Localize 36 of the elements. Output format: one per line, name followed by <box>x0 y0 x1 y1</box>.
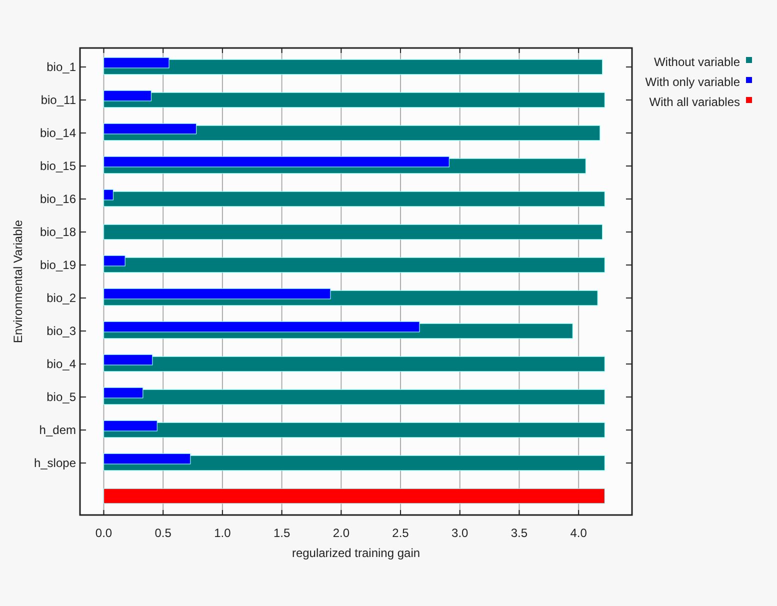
y-tick-label: bio_19 <box>40 258 76 272</box>
y-tick-label: bio_1 <box>46 60 76 74</box>
x-axis-title: regularized training gain <box>292 546 420 560</box>
y-tick-label: bio_18 <box>40 224 76 239</box>
x-tick-label: 0.0 <box>95 526 112 540</box>
x-tick-label: 3.0 <box>452 526 469 540</box>
bar <box>103 356 605 372</box>
legend-label: With only variable <box>645 75 740 89</box>
x-tick-label: 2.5 <box>392 526 410 540</box>
y-tick-label: bio_14 <box>40 126 76 140</box>
y-tick-label: bio_2 <box>46 291 76 305</box>
x-tick-label: 2.0 <box>332 526 350 540</box>
y-tick-label: bio_16 <box>40 192 76 206</box>
bar <box>103 422 605 438</box>
y-tick-label: bio_5 <box>46 390 76 404</box>
x-tick-label: 0.5 <box>154 526 172 540</box>
legend-label: With all variables <box>649 95 740 109</box>
bar <box>103 59 603 75</box>
bar <box>103 191 605 207</box>
bar <box>103 488 605 504</box>
y-tick-label: bio_3 <box>46 324 76 338</box>
y-axis-title: Environmental Variable <box>11 220 25 344</box>
legend-label: Without variable <box>654 55 740 69</box>
bar <box>103 92 605 108</box>
y-tick-label: bio_15 <box>40 158 76 173</box>
bar <box>103 224 603 240</box>
y-tick-label: bio_11 <box>40 92 76 107</box>
bar <box>103 257 605 273</box>
y-tick-label: bio_4 <box>46 357 76 372</box>
bar <box>103 389 605 405</box>
x-tick-label: 3.5 <box>510 526 528 540</box>
y-tick-label: h_slope <box>34 456 76 470</box>
x-tick-label: 1.5 <box>273 526 290 540</box>
x-tick-label: 4.0 <box>570 526 588 540</box>
x-tick-label: 1.0 <box>214 526 232 540</box>
y-tick-label: h_dem <box>39 423 76 438</box>
